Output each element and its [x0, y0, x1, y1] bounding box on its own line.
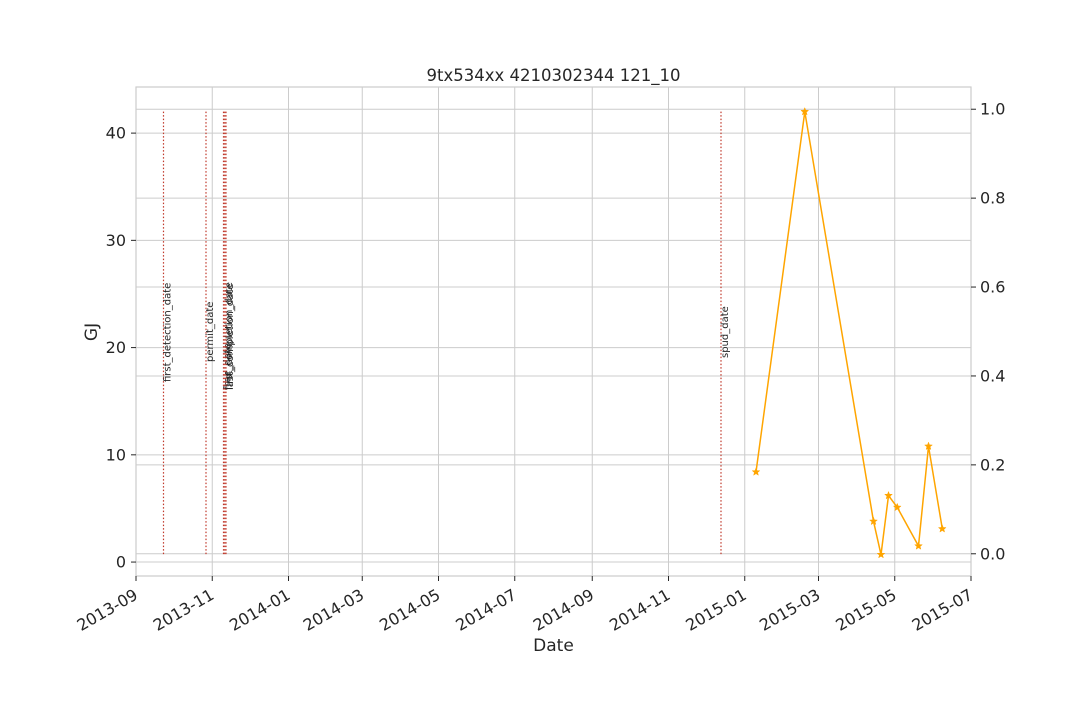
data-point: [924, 441, 933, 451]
x-tick-label: 2014-01: [226, 585, 293, 635]
y2-tick-label: 1.0: [980, 100, 1005, 119]
y2-tick-label: 0.2: [980, 455, 1005, 474]
plot-area: [136, 87, 971, 576]
data-point: [869, 516, 878, 526]
data-point: [800, 106, 810, 116]
series-group: [751, 106, 947, 559]
y-tick-label: 0: [116, 553, 126, 572]
event-label: last_completion_date: [225, 284, 236, 390]
x-tick-label: 2015-07: [909, 585, 976, 635]
data-point: [937, 524, 947, 533]
x-tick-label: 2013-09: [74, 585, 141, 635]
data-point: [884, 490, 893, 500]
y2-tick-label: 0.8: [980, 189, 1005, 208]
x-tick-label: 2014-03: [300, 585, 367, 635]
y-tick-label: 20: [106, 338, 126, 357]
x-axis-label: Date: [533, 636, 574, 656]
y2-tick-label: 0.4: [980, 366, 1005, 385]
data-point: [892, 502, 902, 512]
event-label: first_completion_date: [224, 282, 235, 390]
plot-frame: [135, 86, 972, 577]
x-tick-label: 2014-05: [376, 585, 443, 635]
y-tick-label: 40: [106, 124, 126, 143]
x-tick-label: 2015-05: [832, 585, 899, 635]
event-label: first_detection_date: [163, 283, 174, 382]
x-tick-label: 2014-09: [530, 585, 597, 635]
y-tick-label: 30: [106, 231, 126, 250]
x-tick-label: 2014-07: [452, 585, 519, 635]
x-tick-label: 2013-11: [150, 585, 217, 635]
y-axis-label: GJ: [82, 323, 102, 341]
data-point: [914, 541, 923, 550]
x-tick-label: 2014-11: [606, 585, 673, 635]
event-label: spud_date: [720, 306, 731, 358]
event-label: frac_date: [223, 343, 234, 390]
event-label: permit_date: [205, 302, 216, 362]
data-point: [751, 467, 761, 476]
data-point: [876, 549, 886, 559]
y2-tick-label: 0.6: [980, 278, 1005, 297]
chart-title: 9tx534xx 4210302344 121_10: [427, 66, 681, 86]
x-tick-label: 2015-01: [682, 585, 749, 635]
y2-tick-label: 0.0: [980, 544, 1005, 563]
x-tick-label: 2015-03: [756, 585, 823, 635]
event-lines: first_detection_date permit_date frac_date…: [163, 111, 731, 555]
y-tick-label: 10: [106, 445, 126, 464]
